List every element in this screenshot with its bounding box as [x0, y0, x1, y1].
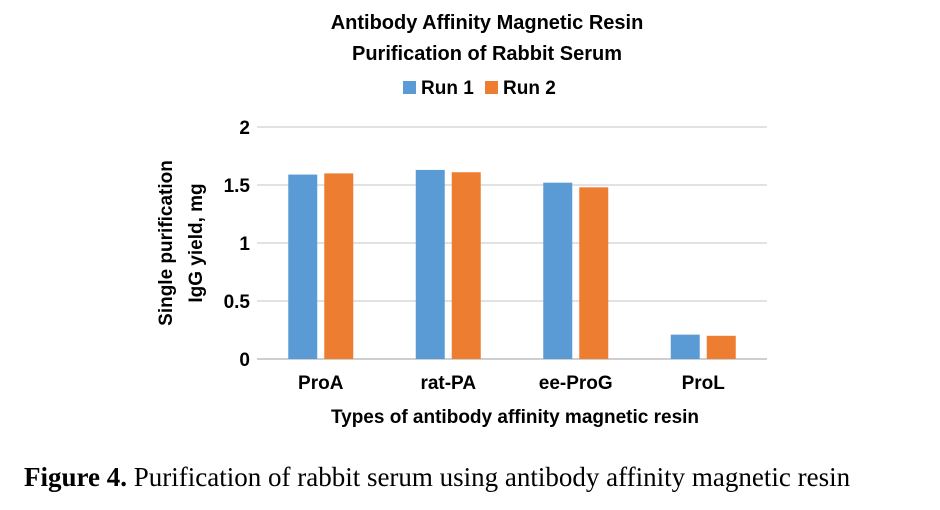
figure-caption-text: Purification of rabbit serum using antib…	[127, 462, 851, 492]
bar-run-1-prol	[670, 334, 700, 359]
legend-swatch-run-2	[485, 81, 498, 94]
figure-caption: Figure 4. Purification of rabbit serum u…	[24, 462, 924, 493]
legend-label-run-1: Run 1	[421, 78, 474, 99]
x-tick-label: rat-PA	[420, 373, 476, 394]
y-tick-label: 0.5	[224, 292, 251, 313]
legend-label-run-2: Run 2	[503, 78, 556, 99]
x-tick-label: ee-ProG	[539, 373, 613, 394]
bar-run-1-rat-pa	[415, 169, 445, 359]
bar-chart: Antibody Affinity Magnetic Resin Purific…	[156, 12, 767, 428]
y-tick-labels: 0 0.5 1 1.5 2	[224, 118, 251, 371]
figure-caption-label: Figure 4.	[24, 462, 127, 492]
bar-run-2-prol	[706, 335, 736, 359]
legend: Run 1 Run 2	[403, 78, 556, 99]
bar-run-2-proa	[324, 173, 354, 359]
y-axis-label-line1: Single purification	[156, 160, 177, 326]
x-axis-label: Types of antibody affinity magnetic resi…	[331, 407, 699, 428]
bar-run-1-proa	[288, 174, 318, 359]
y-tick-label: 0	[239, 350, 250, 371]
y-tick-label: 1.5	[224, 176, 251, 197]
y-tick-label: 1	[239, 234, 250, 255]
x-tick-label: ProA	[298, 373, 344, 394]
chart-title-line2: Purification of Rabbit Serum	[352, 43, 622, 65]
x-tick-label: ProL	[682, 373, 726, 394]
chart-title-line1: Antibody Affinity Magnetic Resin	[331, 12, 644, 34]
bar-run-2-rat-pa	[451, 172, 481, 359]
y-axis-label-line2: IgG yield, mg	[186, 183, 207, 302]
legend-swatch-run-1	[403, 81, 416, 94]
y-tick-label: 2	[239, 118, 250, 139]
bars	[288, 169, 736, 359]
bar-run-1-ee-prog	[543, 182, 573, 359]
y-axis-label: Single purification IgG yield, mg	[156, 160, 207, 326]
bar-run-2-ee-prog	[579, 187, 609, 359]
x-tick-labels: ProA rat-PA ee-ProG ProL	[298, 373, 725, 394]
